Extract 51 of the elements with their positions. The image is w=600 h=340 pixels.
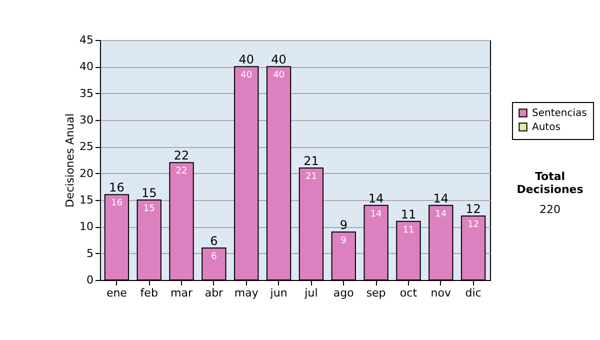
- x-tick-label: ago: [333, 286, 354, 300]
- x-tick-label: may: [234, 286, 259, 300]
- total-label: 6: [210, 234, 218, 248]
- data-label: 6: [211, 252, 218, 262]
- total-label: 40: [238, 52, 254, 67]
- x-tick-label: jul: [304, 286, 318, 300]
- x-tick-label: nov: [430, 286, 452, 300]
- y-tick-label: 25: [80, 140, 94, 154]
- total-label: 15: [141, 186, 157, 200]
- text: 220: [538, 203, 562, 216]
- total-label: 16: [109, 180, 124, 195]
- legend-label: Autos: [532, 122, 560, 133]
- total-label: 12: [466, 202, 481, 216]
- x-tick-label: jun: [269, 286, 288, 300]
- x-tick-label: dic: [465, 286, 482, 300]
- data-label: 15: [143, 204, 155, 214]
- data-label: 40: [240, 70, 252, 81]
- total-label: 9: [340, 218, 348, 232]
- y-axis-title: Decisiones Anual: [64, 113, 77, 208]
- data-label: 21: [305, 172, 317, 182]
- data-label: 9: [340, 236, 347, 246]
- y-tick-label: 15: [80, 194, 94, 206]
- y-tick-label: 35: [80, 86, 94, 100]
- x-tick-label: feb: [140, 286, 158, 300]
- x-tick-label: abr: [204, 286, 224, 300]
- x-tick-label: oct: [400, 286, 418, 300]
- total-label: 21: [304, 154, 319, 168]
- total-label: 22: [174, 148, 190, 163]
- data-label: 14: [370, 209, 382, 220]
- total-label: 14: [368, 191, 384, 206]
- total-label: 11: [400, 207, 416, 222]
- y-tick-label: 30: [80, 114, 94, 126]
- y-tick-label: 5: [86, 246, 94, 260]
- text: Total Decisiones: [516, 170, 584, 196]
- y-tick-label: 10: [80, 220, 94, 234]
- y-tick-label: 40: [80, 60, 94, 74]
- total-label: 14: [433, 191, 449, 206]
- data-label: 14: [435, 209, 447, 220]
- legend-label: Sentencias: [532, 108, 587, 119]
- x-tick-label: mar: [170, 286, 193, 300]
- data-label: 12: [468, 220, 480, 230]
- y-tick-label: 0: [86, 274, 94, 286]
- data-label: 16: [110, 198, 123, 209]
- x-tick-label: sep: [366, 286, 386, 300]
- data-label: 11: [402, 225, 414, 236]
- data-label: 22: [176, 166, 188, 177]
- y-tick-label: 45: [80, 34, 94, 46]
- total-label: 40: [271, 52, 286, 67]
- x-tick-label: ene: [106, 286, 128, 300]
- y-tick-label: 20: [80, 166, 94, 180]
- data-label: 40: [273, 70, 285, 81]
